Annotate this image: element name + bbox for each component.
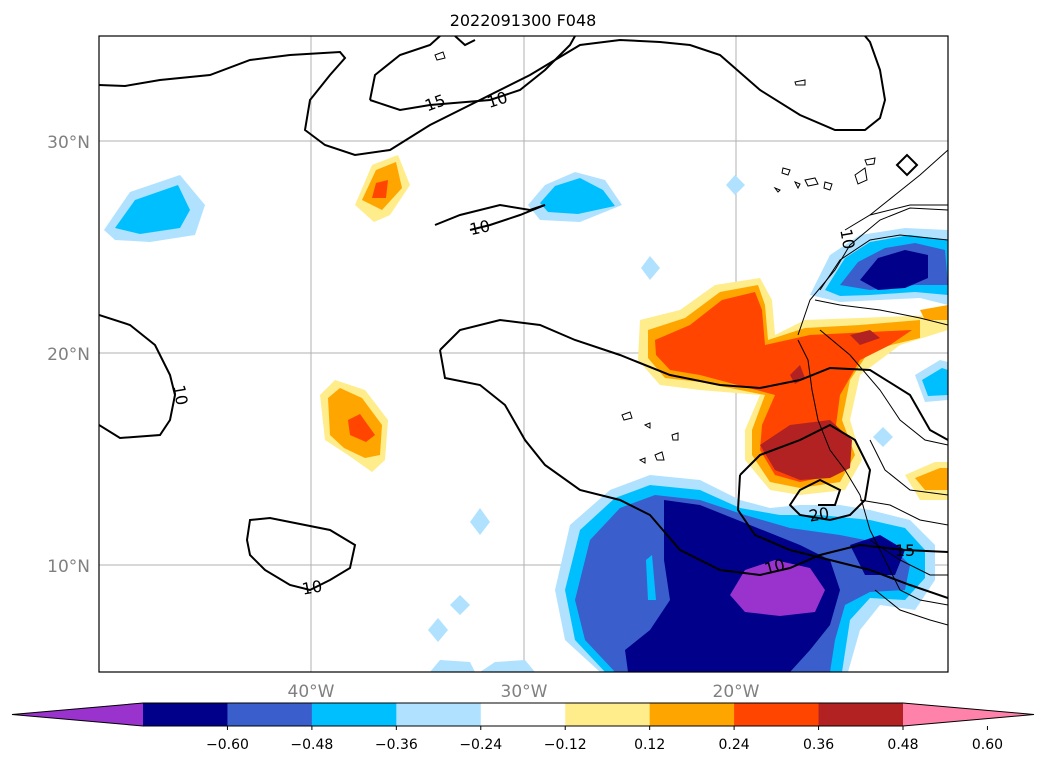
colorbar-bin	[565, 703, 651, 726]
latitude-labels: 30°N 20°N 10°N	[47, 133, 90, 577]
colorbar-bin	[818, 703, 904, 726]
colorbar-tick-label: 0.24	[719, 737, 750, 753]
contour-label: 10	[468, 216, 492, 239]
contour-label: 10	[762, 555, 787, 579]
coastlines	[434, 51, 948, 626]
map-frame	[98, 35, 949, 673]
colorbar-outline	[11, 702, 1035, 727]
contour-label: 10	[169, 383, 191, 406]
colorbar-tick-label: −0.48	[290, 737, 333, 753]
lon-label-40w: 40°W	[288, 682, 335, 702]
shaded-fields	[104, 155, 948, 672]
colorbar-bin	[311, 703, 397, 726]
contour-label: 20	[807, 503, 830, 525]
colorbar: −0.60 −0.48 −0.36 −0.24 −0.12 0.12 0.24 0.36 0.4…	[11, 702, 1035, 753]
colorbar-tick-label: −0.60	[206, 737, 249, 753]
colorbar-bin	[480, 703, 566, 726]
map-title: 2022091300 F048	[450, 11, 597, 30]
lat-label-30n: 30°N	[47, 133, 90, 153]
colorbar-extension-max	[903, 703, 1034, 726]
colorbar-bin	[143, 703, 228, 726]
lon-label-20w: 20°W	[713, 682, 760, 702]
colorbar-bin	[227, 703, 313, 726]
colorbar-tick-label: 0.36	[803, 737, 834, 753]
colorbar-bin	[649, 703, 735, 726]
colorbar-extension-min	[12, 703, 143, 726]
longitude-labels: 40°W 30°W 20°W	[288, 682, 760, 702]
contour-labels: 15 10 10 10 10 10 15 20 10	[169, 88, 915, 599]
colorbar-tick-label: −0.24	[459, 737, 502, 753]
colorbar-bin	[734, 703, 820, 726]
colorbar-tick-label: 0.12	[634, 737, 665, 753]
contour-label: 10	[300, 576, 323, 598]
colorbar-tick-label: −0.12	[544, 737, 587, 753]
colorbar-tick-label: 0.60	[972, 737, 1003, 753]
lon-label-30w: 30°W	[501, 682, 548, 702]
map-area: 15 10 10 10 10 10 15 20 10	[99, 36, 948, 672]
contour-label: 15	[422, 90, 448, 115]
colorbar-tick-label: 0.48	[887, 737, 918, 753]
colorbar-tick-label: −0.36	[375, 737, 418, 753]
contour-label: 10	[485, 88, 510, 112]
contour-lines	[99, 36, 948, 599]
lat-label-10n: 10°N	[47, 557, 90, 577]
contour-label: 15	[895, 541, 915, 560]
colorbar-bin	[396, 703, 482, 726]
contour-label: 10	[836, 227, 858, 250]
lat-label-20n: 20°N	[47, 345, 90, 365]
